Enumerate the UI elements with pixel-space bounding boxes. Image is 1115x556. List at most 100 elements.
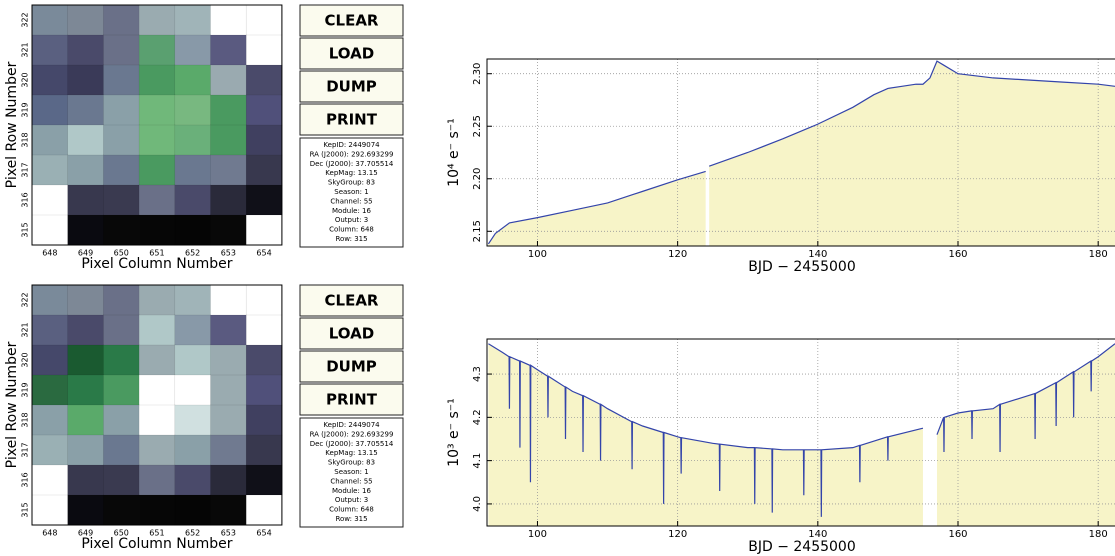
x-tick-label: 160 (948, 249, 967, 260)
pixel (211, 405, 247, 435)
pixel (68, 125, 104, 155)
pixel (175, 435, 211, 465)
x-tick-label: 100 (528, 529, 547, 540)
pixel (103, 405, 139, 435)
info-line: Module: 16 (332, 207, 371, 215)
info-line: SkyGroup: 83 (328, 459, 375, 467)
button-label[interactable]: CLEAR (325, 292, 379, 310)
info-line: Row: 315 (335, 515, 367, 523)
y-tick-label: 2.20 (472, 168, 483, 190)
info-line: Column: 648 (329, 506, 374, 514)
column-label: 648 (42, 249, 57, 258)
pixel (139, 345, 175, 375)
x-tick-label: 120 (668, 249, 687, 260)
pixel (68, 65, 104, 95)
info-line: KepMag: 13.15 (325, 169, 377, 177)
pixel (139, 125, 175, 155)
column-label: 654 (256, 249, 271, 258)
pixel (103, 65, 139, 95)
pixel (68, 185, 104, 215)
pixel (211, 465, 247, 495)
pixel (211, 5, 247, 35)
image-xlabel: Pixel Column Number (81, 256, 232, 272)
info-line: Output: 3 (335, 216, 368, 224)
pixel (68, 5, 104, 35)
pixel (103, 375, 139, 405)
x-tick-label: 180 (1089, 249, 1108, 260)
y-tick-label: 4.1 (472, 453, 483, 469)
row-label: 315 (21, 222, 30, 237)
info-line: Row: 315 (335, 235, 367, 243)
row-label: 317 (21, 442, 30, 457)
pixel (246, 375, 282, 405)
pixel (103, 495, 139, 525)
y-tick-label: 2.30 (472, 63, 483, 85)
pixel (211, 65, 247, 95)
pixel (103, 5, 139, 35)
pixel (68, 315, 104, 345)
pixel (103, 95, 139, 125)
row-label: 321 (21, 42, 30, 57)
pixel (246, 185, 282, 215)
column-label: 648 (42, 529, 57, 538)
pixel (211, 125, 247, 155)
info-line: KepMag: 13.15 (325, 449, 377, 457)
info-line: Season: 1 (334, 188, 368, 196)
pixel (32, 495, 68, 525)
pixel (175, 155, 211, 185)
pixel (211, 375, 247, 405)
pixel (246, 35, 282, 65)
pixel (246, 5, 282, 35)
pixel (32, 185, 68, 215)
pixel (68, 405, 104, 435)
button-label[interactable]: PRINT (326, 111, 378, 129)
y-tick-label: 2.15 (472, 220, 483, 242)
button-label[interactable]: LOAD (329, 45, 374, 63)
row-label: 316 (21, 472, 30, 487)
info-line: Module: 16 (332, 487, 371, 495)
button-label[interactable]: DUMP (326, 78, 377, 96)
pixel (211, 155, 247, 185)
pixel (246, 345, 282, 375)
pixel (175, 405, 211, 435)
column-label: 654 (256, 529, 271, 538)
row-label: 322 (21, 12, 30, 27)
row-label: 317 (21, 162, 30, 177)
pixel (103, 345, 139, 375)
pixel (32, 5, 68, 35)
x-tick-label: 180 (1089, 529, 1108, 540)
pixel (175, 65, 211, 95)
pixel (32, 285, 68, 315)
button-label[interactable]: LOAD (329, 325, 374, 343)
row-label: 319 (21, 102, 30, 117)
y-tick-label: 4.0 (472, 496, 483, 512)
pixel (139, 465, 175, 495)
info-line: KepID: 2449074 (323, 421, 380, 429)
pixel (32, 35, 68, 65)
image-ylabel: Pixel Row Number (4, 341, 20, 468)
pixel (175, 285, 211, 315)
pixel (139, 155, 175, 185)
button-label[interactable]: CLEAR (325, 12, 379, 30)
pixel (68, 35, 104, 65)
pixel (68, 285, 104, 315)
row-label: 320 (21, 72, 30, 87)
pixel (32, 155, 68, 185)
row-label: 321 (21, 322, 30, 337)
pixel (103, 465, 139, 495)
pixel (32, 215, 68, 245)
pixel (68, 375, 104, 405)
pixel (32, 345, 68, 375)
row-label: 318 (21, 412, 30, 427)
pixel (211, 345, 247, 375)
pixel (139, 495, 175, 525)
info-line: RA (J2000): 292.693299 (310, 150, 394, 158)
y-tick-label: 4.3 (472, 366, 483, 382)
image-ylabel: Pixel Row Number (4, 61, 20, 188)
button-label[interactable]: PRINT (326, 391, 378, 409)
pixel (175, 5, 211, 35)
pixel (211, 215, 247, 245)
pixel (32, 435, 68, 465)
button-label[interactable]: DUMP (326, 358, 377, 376)
pixel (246, 125, 282, 155)
